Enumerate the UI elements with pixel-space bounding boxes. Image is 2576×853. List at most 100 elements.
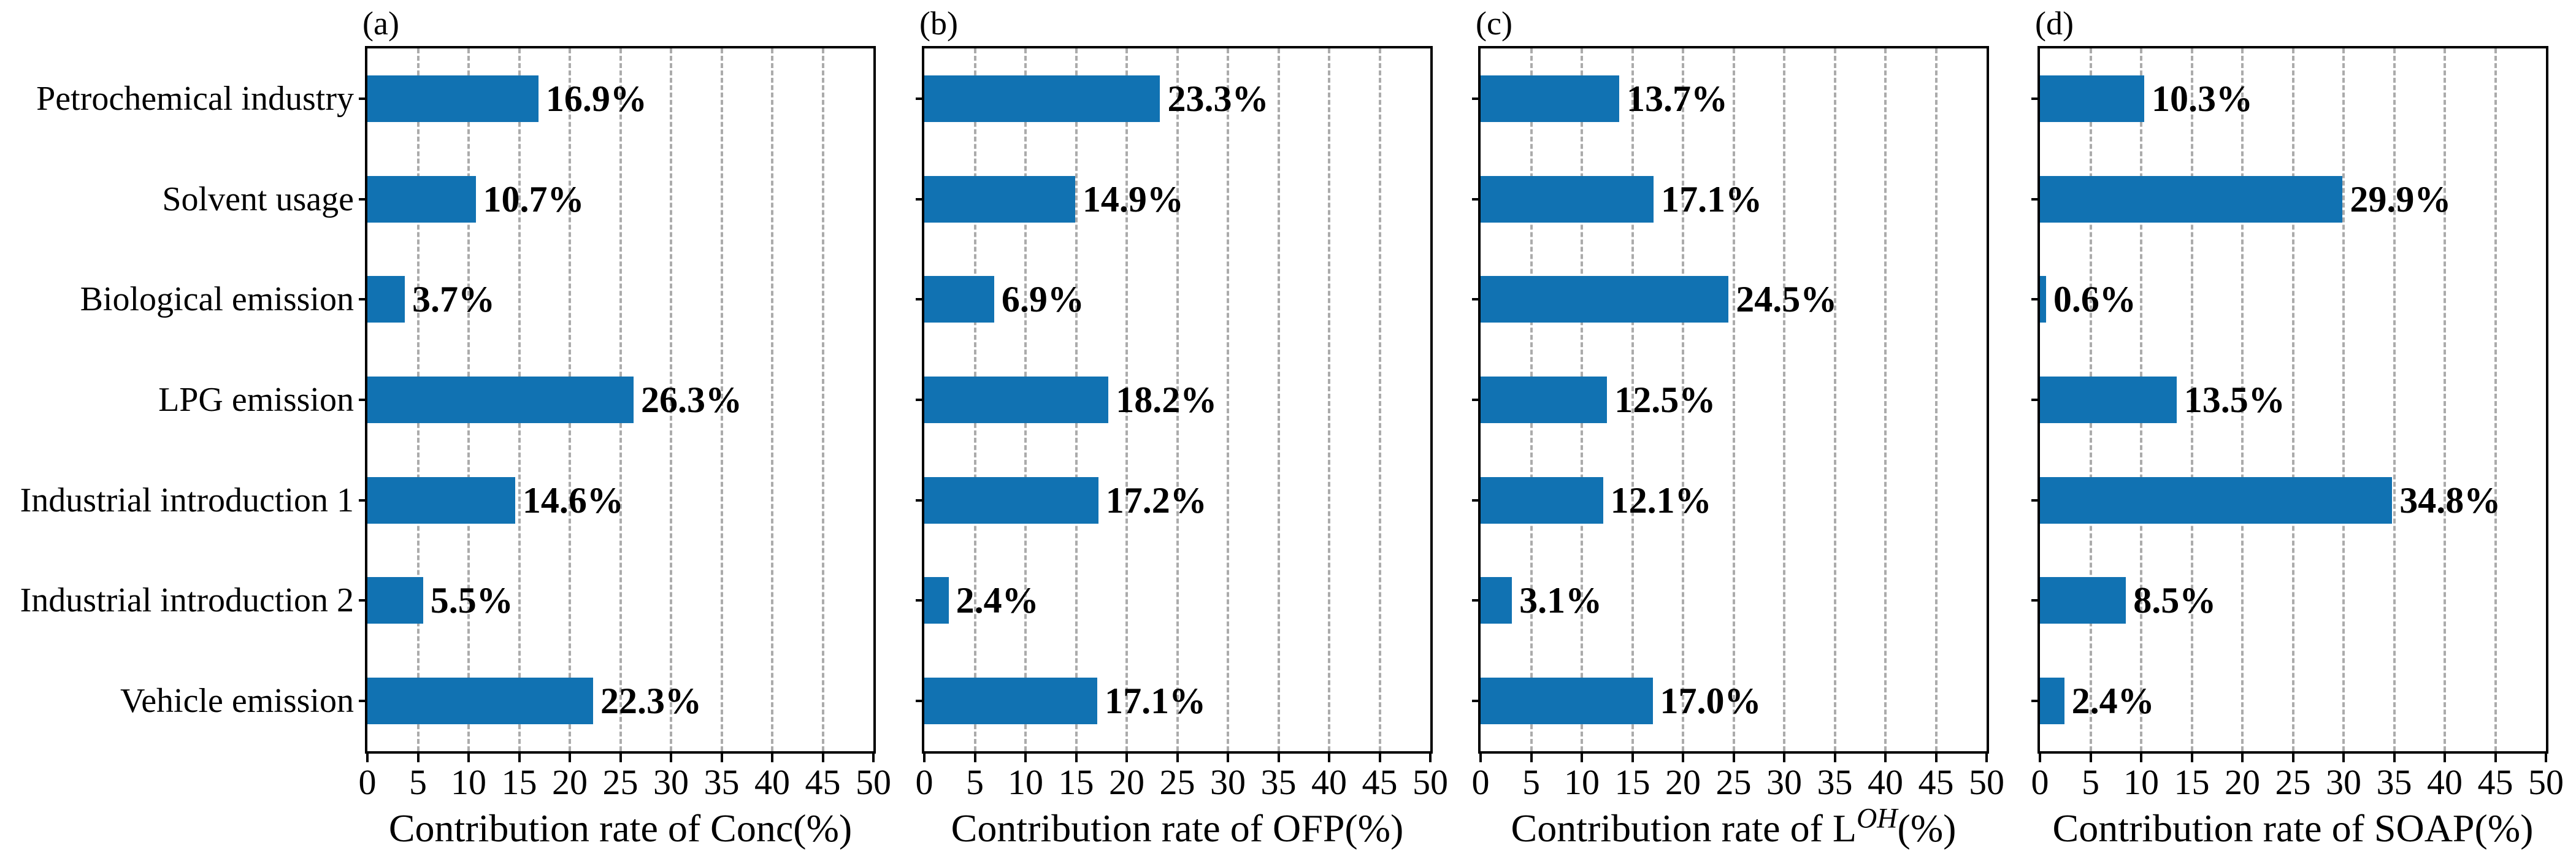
x-tick-mark — [1581, 751, 1583, 762]
x-tick-mark — [2494, 751, 2497, 762]
bar-value-label: 5.5% — [430, 580, 513, 621]
bar — [924, 678, 1098, 725]
y-tick-mark — [916, 399, 924, 401]
y-tick-mark — [1472, 298, 1481, 301]
x-tick-label: 35 — [1817, 762, 1853, 802]
x-tick-mark — [1884, 751, 1887, 762]
category-label: Petrochemical industry — [36, 79, 354, 118]
x-tick-mark — [2393, 751, 2396, 762]
x-axis-title-text: Contribution rate of SOAP — [2052, 806, 2475, 850]
x-tick-label: 20 — [1109, 762, 1144, 802]
x-tick-label: 5 — [1522, 762, 1540, 802]
bar-value-label: 14.6% — [522, 480, 624, 521]
gridline — [2291, 48, 2294, 751]
x-tick-mark — [2444, 751, 2446, 762]
gridline — [2444, 48, 2446, 751]
x-tick-mark — [518, 751, 521, 762]
y-tick-mark — [359, 700, 367, 703]
x-tick-mark — [821, 751, 824, 762]
x-tick-label: 0 — [2031, 762, 2049, 802]
bar — [367, 75, 539, 122]
y-tick-mark — [1472, 197, 1481, 201]
x-tick-mark — [2190, 751, 2193, 762]
x-tick-label: 40 — [754, 762, 790, 802]
bar — [2040, 175, 2343, 223]
bar — [924, 476, 1098, 524]
gridline — [1682, 48, 1684, 751]
bar — [367, 476, 515, 524]
x-tick-label: 5 — [2082, 762, 2099, 802]
gridline — [1277, 48, 1280, 751]
bar — [1481, 175, 1654, 223]
bar — [2040, 377, 2177, 423]
x-tick-mark — [416, 751, 420, 762]
x-tick-label: 30 — [2326, 762, 2361, 802]
bar — [924, 75, 1160, 122]
panel-label: (b) — [919, 5, 958, 42]
y-tick-mark — [2031, 298, 2040, 301]
x-tick-mark — [2241, 751, 2244, 762]
y-tick-mark — [1472, 97, 1481, 100]
panel-label: (c) — [1476, 5, 1512, 42]
x-tick-mark — [2342, 751, 2345, 762]
y-tick-mark — [359, 197, 367, 201]
x-tick-label: 15 — [1058, 762, 1094, 802]
bar — [1481, 476, 1603, 524]
y-tick-mark — [1472, 399, 1481, 401]
x-tick-label: 40 — [1311, 762, 1347, 802]
gridline — [1176, 48, 1179, 751]
bar — [1481, 276, 1729, 323]
bar — [2040, 75, 2144, 122]
x-axis-title: Contribution rate of OFP(%) — [922, 806, 1433, 851]
x-axis-title-suffix: (%) — [1897, 806, 1957, 850]
gridline — [1732, 48, 1735, 751]
y-tick-mark — [2031, 700, 2040, 703]
x-axis-title-suffix: (%) — [2474, 806, 2534, 850]
gridline — [1934, 48, 1938, 751]
x-tick-mark — [1631, 751, 1634, 762]
x-axis-title-superscript: OH — [1856, 802, 1898, 834]
bar — [2040, 276, 2046, 323]
bar-value-label: 10.7% — [483, 178, 585, 220]
y-tick-mark — [359, 298, 367, 301]
x-tick-label: 35 — [1260, 762, 1297, 802]
y-tick-mark — [916, 197, 924, 201]
x-tick-mark — [2140, 751, 2142, 762]
x-tick-mark — [973, 751, 976, 762]
plot-area: 10.3% 29.9% 0.6% 13.5% 34.8% 8.5% 2.4% — [2031, 46, 2548, 762]
bar-value-label: 3.7% — [412, 279, 496, 320]
x-tick-mark — [1429, 751, 1432, 762]
bar — [1481, 577, 1512, 624]
x-tick-mark — [569, 751, 571, 762]
bar — [367, 678, 593, 725]
x-tick-mark — [2545, 751, 2547, 762]
plot-area: 23.3% 14.9% 6.9% 18.2% 17.2% 2.4% 17.1% — [916, 46, 1433, 762]
x-tick-label: 0 — [1471, 762, 1490, 802]
bar-value-label: 17.0% — [1660, 681, 1761, 722]
bar-value-label: 12.1% — [1610, 480, 1712, 521]
plot-area: 13.7% 17.1% 24.5% 12.5% 12.1% 3.1% 17.0% — [1472, 46, 1989, 762]
gridline — [720, 48, 723, 751]
gridline — [771, 48, 773, 751]
x-tick-label: 45 — [805, 762, 841, 802]
y-tick-mark — [359, 97, 367, 100]
x-tick-label: 5 — [966, 762, 984, 802]
x-tick-label: 15 — [1614, 762, 1650, 802]
bar — [2040, 678, 2064, 725]
x-tick-label: 10 — [451, 762, 486, 802]
y-tick-mark — [359, 499, 367, 502]
y-tick-mark — [1472, 599, 1481, 602]
gridline — [1125, 48, 1128, 751]
x-tick-label: 30 — [653, 762, 689, 802]
x-tick-label: 45 — [2477, 762, 2513, 802]
gridline — [2494, 48, 2497, 751]
bar-value-label: 22.3% — [600, 681, 702, 722]
x-tick-label: 25 — [602, 762, 638, 802]
bar-value-label: 13.7% — [1627, 78, 1728, 119]
y-tick-mark — [916, 700, 924, 703]
x-tick-mark — [1732, 751, 1735, 762]
x-tick-label: 15 — [2174, 762, 2210, 802]
bar-value-label: 17.2% — [1105, 480, 1207, 521]
x-tick-label: 45 — [1918, 762, 1954, 802]
